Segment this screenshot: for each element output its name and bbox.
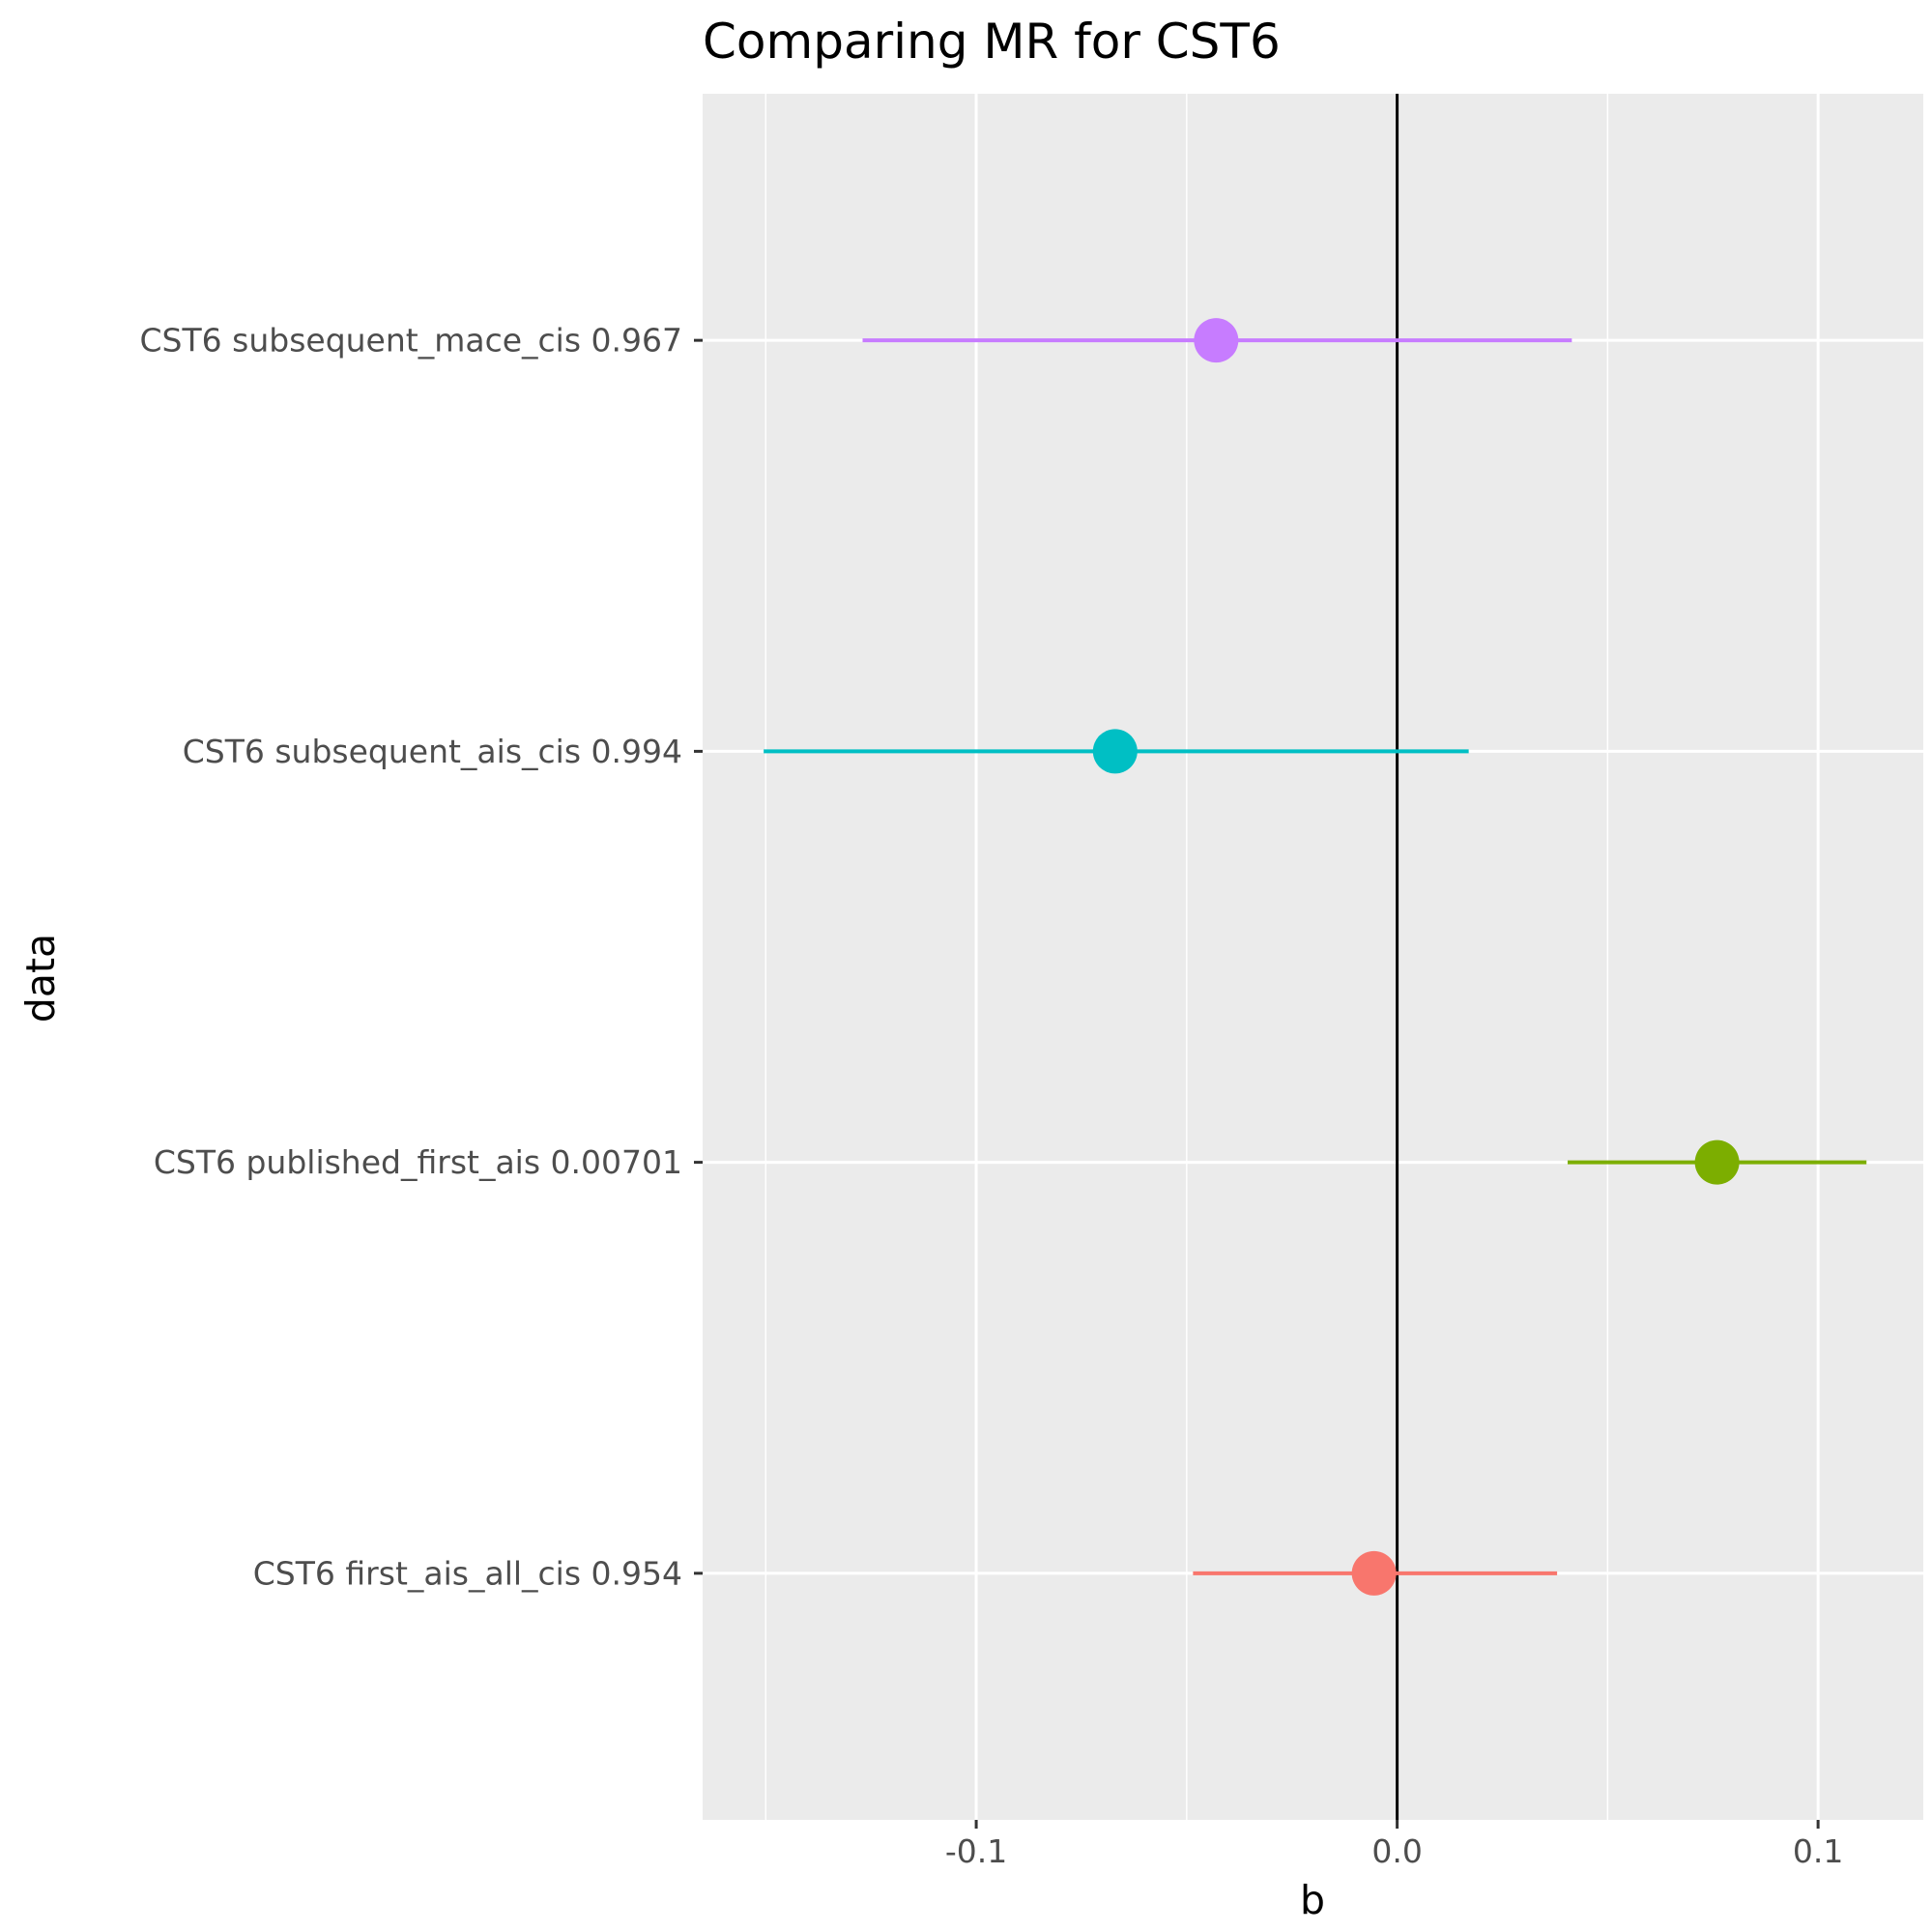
point-markers [1092, 318, 1740, 1596]
data-point [1694, 1139, 1740, 1185]
y-tick-label: CST6 subsequent_mace_cis 0.967 [140, 322, 682, 360]
x-tick-label: 0.1 [1793, 1832, 1843, 1870]
minor-gridlines [764, 94, 1609, 1820]
y-axis-title: data [17, 934, 64, 1023]
x-tick-label: 0.0 [1371, 1832, 1422, 1870]
data-point [1194, 318, 1239, 363]
plot-panel [703, 94, 1923, 1820]
y-tick-label: CST6 first_ais_all_cis 0.954 [253, 1554, 682, 1592]
y-tick-label: CST6 subsequent_ais_cis 0.994 [183, 733, 682, 770]
chart-title: Comparing MR for CST6 [703, 14, 1281, 70]
y-axis-ticks: CST6 first_ais_all_cis 0.954 CST6 publish… [140, 322, 703, 1592]
x-axis-ticks: -0.1 0.0 0.1 [945, 1820, 1843, 1870]
y-tick-label: CST6 published_first_ais 0.00701 [154, 1143, 682, 1181]
x-axis-title: b [1300, 1877, 1325, 1923]
data-point [1092, 729, 1138, 774]
data-point [1351, 1550, 1397, 1596]
x-tick-label: -0.1 [945, 1832, 1007, 1870]
